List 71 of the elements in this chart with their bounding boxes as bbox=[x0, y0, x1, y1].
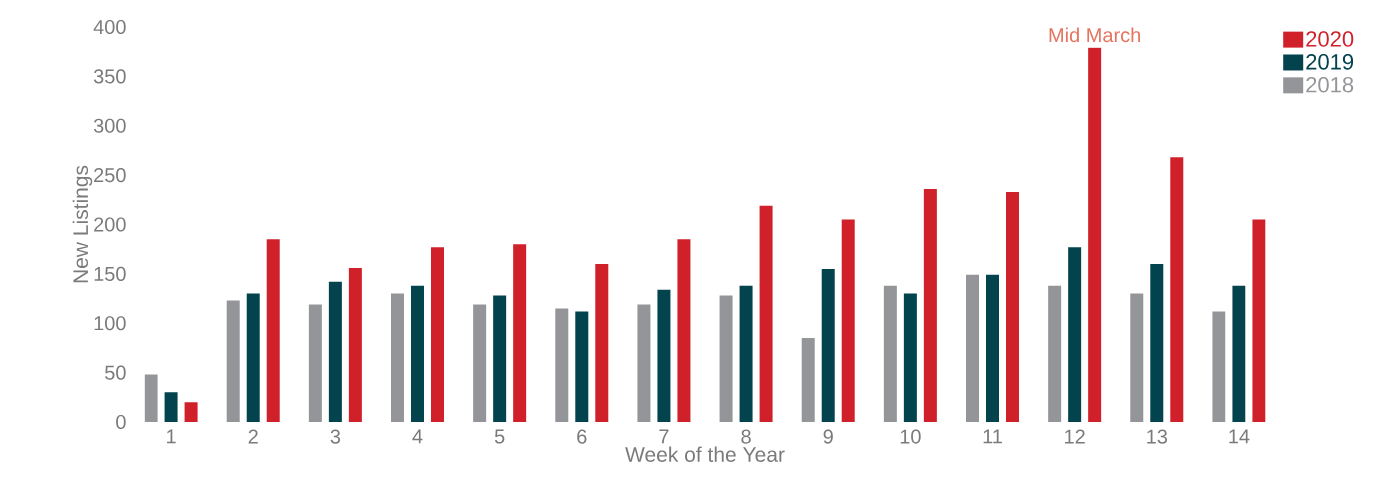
bar bbox=[759, 205, 773, 422]
bar bbox=[184, 402, 198, 422]
bar bbox=[575, 311, 589, 422]
y-axis-title: New Listings bbox=[72, 165, 93, 283]
bar bbox=[637, 304, 651, 422]
bar bbox=[1068, 247, 1082, 422]
bar bbox=[883, 285, 897, 422]
x-tick-label: 2 bbox=[248, 429, 258, 444]
y-tick-label: 300 bbox=[93, 118, 126, 133]
x-tick-label: 4 bbox=[412, 429, 423, 444]
bar bbox=[266, 239, 280, 422]
annotation: Mid March bbox=[1049, 27, 1140, 43]
bar bbox=[821, 268, 835, 422]
bar bbox=[739, 285, 753, 422]
legend-label: 2018 bbox=[1306, 76, 1354, 93]
y-tick-label: 400 bbox=[93, 19, 126, 35]
y-tick-label: 0 bbox=[116, 414, 126, 430]
bar bbox=[657, 289, 671, 422]
x-tick-label: 11 bbox=[983, 429, 1002, 444]
x-tick-label: 6 bbox=[577, 429, 587, 444]
y-tick-label: 100 bbox=[94, 316, 126, 331]
legend-label: 2019 bbox=[1306, 54, 1354, 70]
y-tick-label: 350 bbox=[93, 69, 126, 84]
x-tick-label: 7 bbox=[659, 429, 669, 444]
bar bbox=[348, 267, 362, 422]
bar bbox=[555, 308, 569, 422]
bar bbox=[1006, 191, 1019, 422]
legend-label: 2020 bbox=[1306, 31, 1354, 47]
bar bbox=[513, 244, 527, 422]
y-tick-label: 150 bbox=[94, 266, 126, 281]
bar bbox=[595, 263, 609, 422]
bar bbox=[1212, 311, 1226, 422]
x-tick-label: 12 bbox=[1065, 429, 1085, 444]
bar bbox=[719, 295, 733, 422]
bar bbox=[308, 304, 322, 422]
bar bbox=[226, 300, 240, 422]
bar bbox=[1048, 285, 1062, 422]
bar bbox=[391, 293, 405, 422]
bar bbox=[144, 374, 158, 422]
bar bbox=[903, 293, 917, 422]
x-axis-title: Week of the Year bbox=[625, 446, 785, 462]
bar bbox=[473, 304, 487, 422]
bar bbox=[431, 247, 445, 422]
x-tick-label: 5 bbox=[494, 429, 505, 444]
bar bbox=[1088, 47, 1102, 422]
bar bbox=[677, 239, 691, 422]
bar bbox=[801, 338, 815, 422]
y-tick-label: 250 bbox=[94, 168, 126, 183]
bar bbox=[966, 274, 979, 422]
x-tick-label: 14 bbox=[1229, 429, 1250, 444]
bar bbox=[1232, 285, 1246, 422]
bar bbox=[986, 274, 999, 422]
bar bbox=[328, 281, 342, 422]
bar bbox=[493, 295, 507, 422]
bar bbox=[1170, 157, 1184, 422]
y-tick-label: 50 bbox=[105, 365, 126, 380]
bar bbox=[1150, 263, 1164, 422]
x-tick-label: 10 bbox=[900, 429, 921, 444]
bar bbox=[923, 188, 937, 422]
x-tick-label: 8 bbox=[741, 429, 751, 444]
bar bbox=[164, 392, 178, 422]
x-tick-label: 3 bbox=[330, 429, 341, 444]
x-tick-label: 1 bbox=[167, 429, 176, 444]
bar bbox=[841, 219, 855, 422]
y-tick-label: 200 bbox=[94, 217, 126, 232]
x-tick-label: 13 bbox=[1147, 429, 1168, 444]
bar bbox=[411, 285, 425, 422]
bar bbox=[246, 293, 260, 422]
bar bbox=[1252, 219, 1266, 422]
x-tick-label: 9 bbox=[823, 429, 833, 444]
bar bbox=[1130, 293, 1144, 422]
